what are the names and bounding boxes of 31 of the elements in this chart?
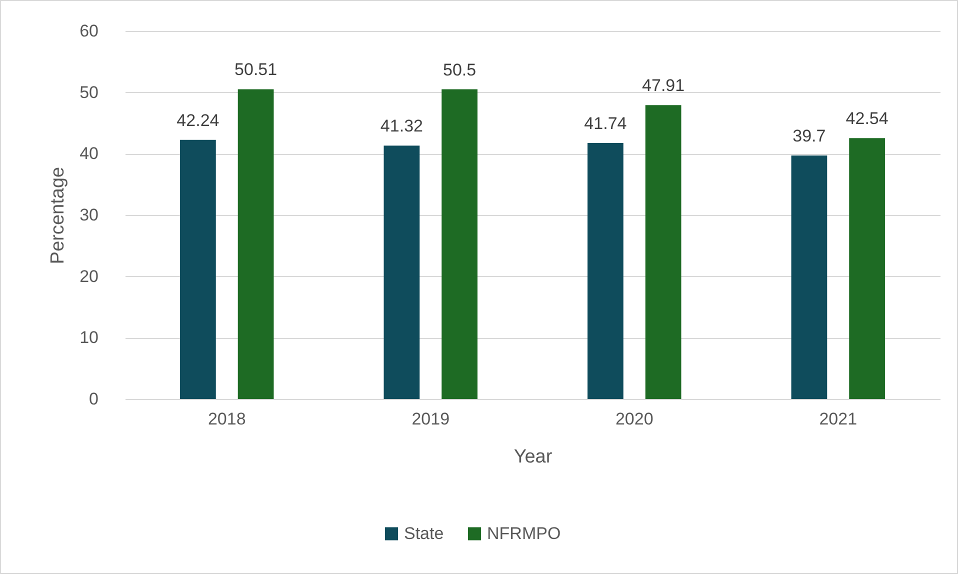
data-label: 42.24: [176, 110, 220, 130]
legend-label: State: [404, 524, 444, 543]
data-label: 41.74: [584, 114, 627, 133]
bar: [849, 138, 885, 399]
legend-label: NFRMPO: [487, 524, 561, 543]
bar: [442, 89, 478, 399]
y-tick-label: 30: [80, 206, 98, 224]
x-tick-label: 2020: [615, 410, 654, 428]
x-tick-label: 2021: [819, 410, 858, 428]
y-tick-label: 0: [89, 390, 98, 408]
bar: [645, 105, 682, 399]
bar: [384, 146, 420, 399]
data-label: 42.54: [846, 109, 888, 128]
y-axis-title: Percentage: [48, 166, 69, 264]
y-tick-label: 40: [80, 144, 98, 164]
data-label: 39.7: [792, 126, 826, 146]
bar: [791, 156, 828, 399]
data-label: 41.32: [380, 116, 423, 136]
y-tick-label: 50: [80, 82, 98, 102]
x-axis-title: Year: [514, 446, 553, 468]
bar: [238, 89, 274, 399]
x-tick-label: 2019: [412, 410, 450, 428]
data-label: 47.91: [642, 76, 685, 96]
y-tick-label: 60: [80, 22, 98, 40]
data-label: 50.5: [443, 60, 476, 80]
bar: [180, 140, 216, 399]
x-tick-label: 2018: [208, 410, 246, 428]
data-label: 50.51: [234, 60, 278, 80]
y-tick-label: 10: [80, 328, 98, 348]
y-tick-label: 20: [80, 266, 98, 286]
bar: [588, 142, 624, 399]
